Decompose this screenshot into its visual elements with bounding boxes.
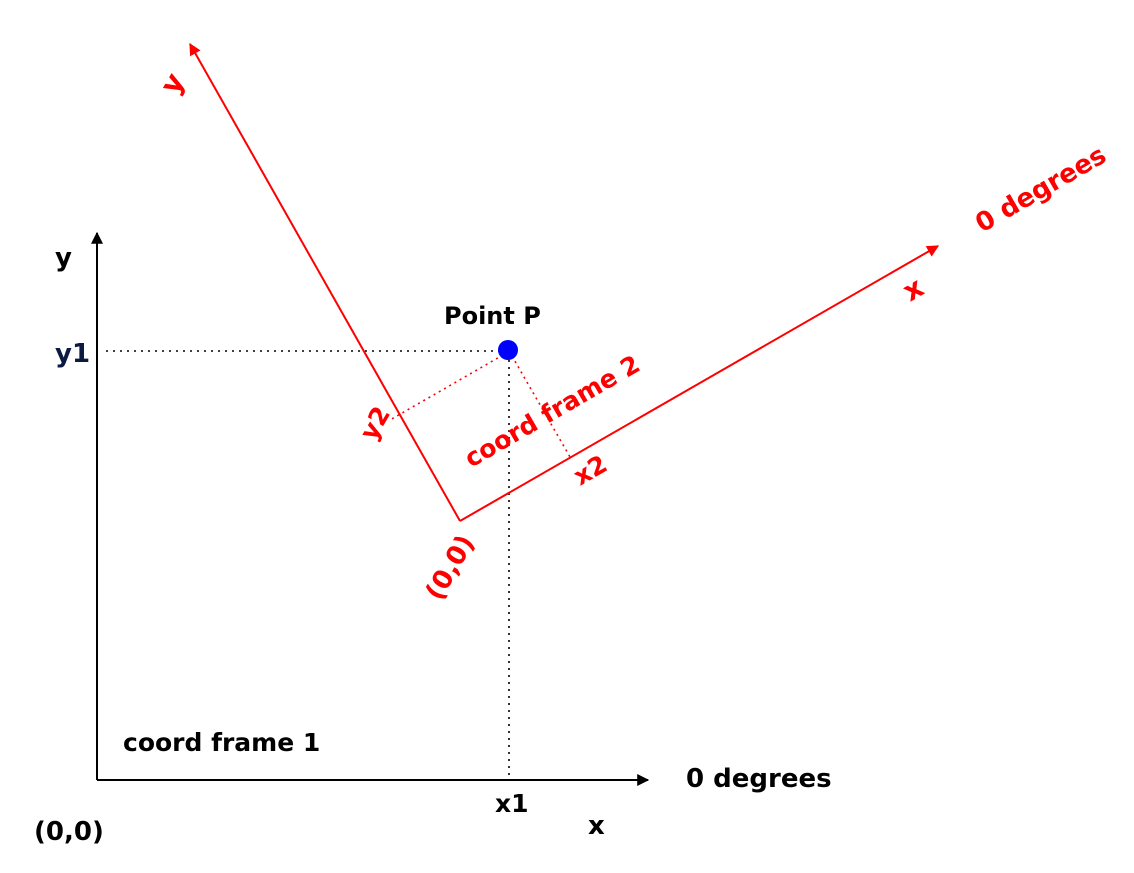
frame2-x-axis-label: x [897,270,929,308]
point-p-marker [498,340,518,360]
frame1-x1-label: x1 [495,789,529,818]
frame1-y-axis-label: y [55,243,72,273]
frame2-origin-label: (0,0) [420,530,481,605]
point-p-label: Point P [444,302,541,330]
frame2-x-axis [459,245,940,522]
frame1-x-axis-label: x [588,811,605,841]
frame1-y1-label: y1 [55,339,90,369]
frame2-zero-degrees-label: 0 degrees [971,140,1112,239]
frame1-zero-degrees-label: 0 degrees [686,764,832,794]
frame2-name: coord frame 2 [460,349,645,473]
frame2-y-axis [189,42,461,522]
frame2-y-axis-label: y [153,67,191,99]
frame1-origin-label: (0,0) [34,817,104,847]
projection-line-y2 [389,354,504,421]
projection-line-x2 [511,355,571,458]
frame2-y2-label: y2 [354,401,396,445]
frame1-name: coord frame 1 [123,728,320,757]
